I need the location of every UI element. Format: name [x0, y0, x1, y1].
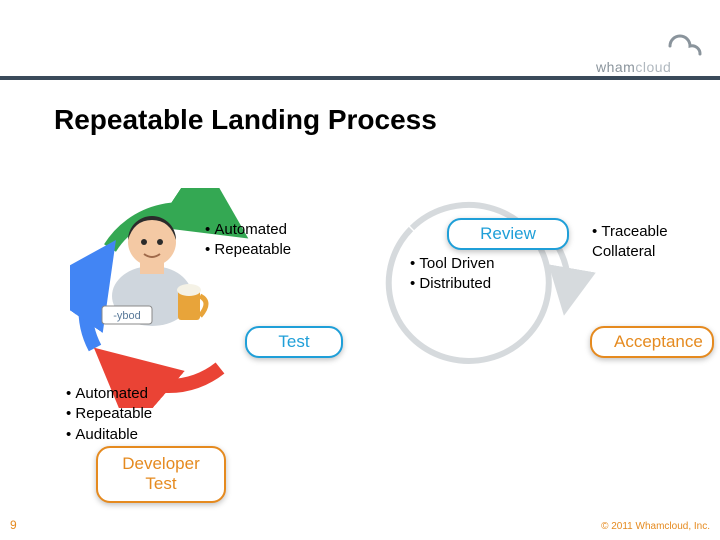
badge-review: Review: [447, 218, 569, 250]
copyright: © 2011 Whamcloud, Inc.: [601, 521, 710, 532]
bullets-traceable: Traceable Collateral: [592, 222, 702, 263]
bullets-automated-2: Automated Repeatable Auditable: [66, 384, 152, 445]
bullets-tool: Tool Driven Distributed: [410, 254, 494, 295]
badge-acceptance: Acceptance: [590, 326, 714, 358]
bullet-item: Repeatable: [66, 404, 152, 424]
bullet-item: Repeatable: [205, 240, 291, 260]
avatar-tag: -ybod: [113, 310, 141, 322]
brand-cloud: cloud: [635, 59, 671, 75]
slide: { "meta": { "width": 720, "height": 540 …: [0, 0, 720, 540]
bullet-item: Automated: [205, 220, 291, 240]
page-number: 9: [10, 518, 17, 532]
badge-developer-test: DeveloperTest: [96, 446, 226, 503]
bullet-item: Auditable: [66, 425, 152, 445]
bullets-automated-1: Automated Repeatable: [205, 220, 291, 261]
bullet-item: Automated: [66, 384, 152, 404]
brand-wham: wham: [596, 59, 635, 75]
bullet-item: Distributed: [410, 274, 494, 294]
page-title: Repeatable Landing Process: [54, 104, 437, 136]
bullet-item: Traceable Collateral: [592, 222, 702, 263]
bullet-item: Tool Driven: [410, 254, 494, 274]
brand-logo: whamcloud: [596, 28, 706, 75]
badge-test: Test: [245, 326, 343, 358]
